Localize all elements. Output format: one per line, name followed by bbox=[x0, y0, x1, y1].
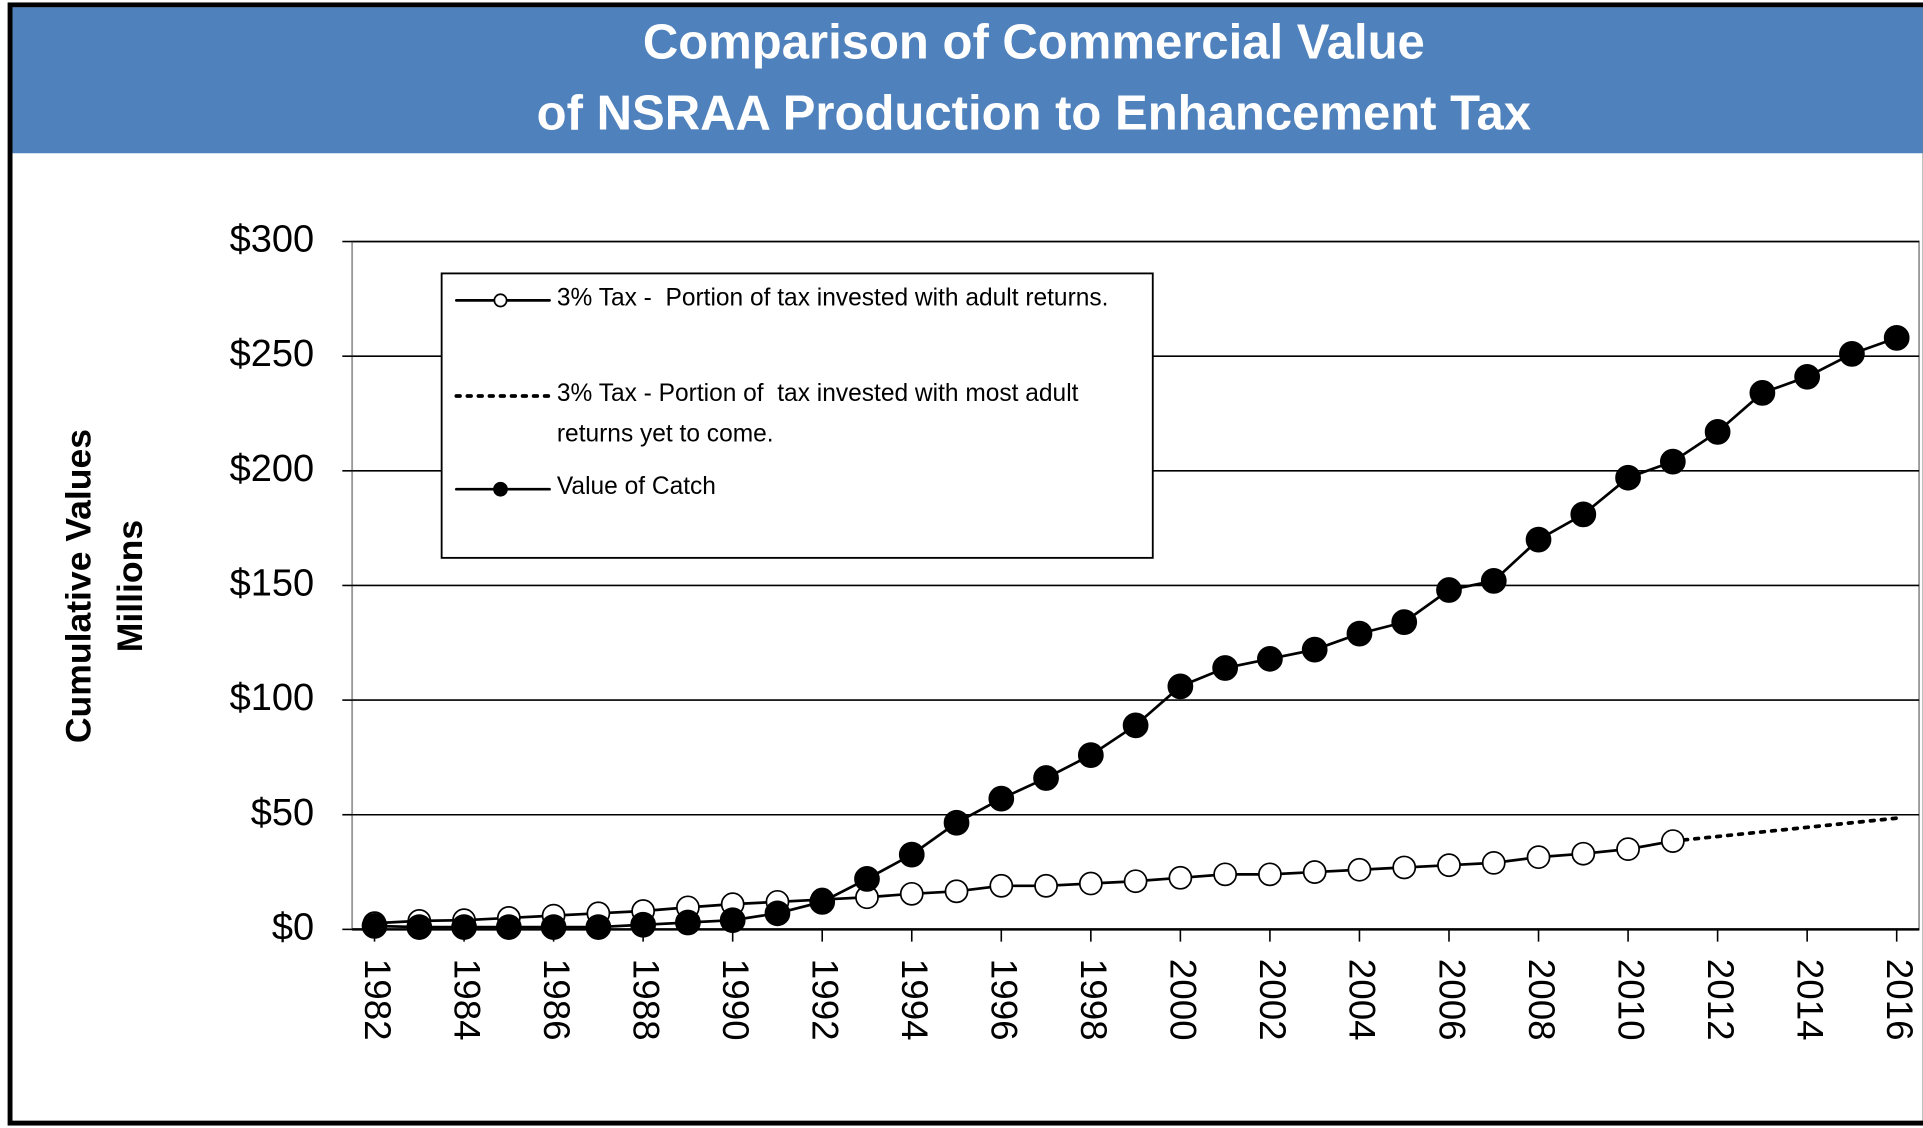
chart-title: of NSRAA Production to Enhancement Tax bbox=[537, 86, 1531, 140]
marker bbox=[1794, 363, 1821, 390]
marker bbox=[585, 914, 612, 940]
marker bbox=[988, 785, 1015, 812]
frame bbox=[7, 2, 1923, 1126]
marker bbox=[989, 873, 1014, 898]
marker bbox=[1436, 577, 1462, 603]
marker bbox=[1034, 873, 1058, 898]
x-tick-label: 2008 bbox=[1521, 959, 1562, 1041]
title-band bbox=[12, 7, 1923, 154]
marker bbox=[493, 481, 508, 497]
marker bbox=[1258, 862, 1282, 887]
marker bbox=[1704, 418, 1731, 445]
marker bbox=[1033, 765, 1059, 791]
marker bbox=[1570, 501, 1597, 528]
marker bbox=[1391, 609, 1418, 636]
marker bbox=[719, 907, 746, 934]
marker bbox=[1437, 853, 1461, 878]
marker bbox=[943, 809, 970, 836]
marker bbox=[540, 914, 567, 940]
marker bbox=[1525, 526, 1552, 553]
marker bbox=[1302, 860, 1327, 884]
y-tick-label: $0 bbox=[272, 906, 314, 948]
y-tick-label: $250 bbox=[230, 333, 315, 375]
marker bbox=[944, 879, 969, 904]
marker bbox=[1167, 673, 1194, 700]
series-line bbox=[1670, 816, 1899, 843]
marker bbox=[899, 881, 924, 906]
x-tick-label: 1988 bbox=[625, 959, 666, 1041]
marker bbox=[1168, 865, 1193, 890]
x-tick-label: 1982 bbox=[357, 959, 398, 1041]
marker bbox=[1480, 567, 1507, 594]
marker bbox=[1571, 841, 1596, 866]
marker bbox=[1659, 448, 1686, 475]
marker bbox=[451, 914, 477, 940]
marker bbox=[1615, 464, 1641, 491]
x-tick-label: 1984 bbox=[446, 959, 487, 1041]
marker bbox=[1346, 620, 1373, 647]
legend-entry: Value of Catch bbox=[556, 473, 716, 501]
x-tick-label: 1992 bbox=[804, 959, 845, 1041]
y-tick-label: $150 bbox=[230, 562, 315, 604]
marker bbox=[1526, 845, 1551, 870]
legend-label: 3% Tax - Portion of tax invested with ad… bbox=[556, 284, 1109, 312]
marker bbox=[1301, 636, 1328, 663]
marker bbox=[1347, 857, 1372, 882]
x-tick-label: 2010 bbox=[1610, 959, 1651, 1041]
marker bbox=[1213, 862, 1238, 887]
y-tick-label: $100 bbox=[230, 677, 315, 719]
marker bbox=[1481, 850, 1506, 875]
marker bbox=[630, 911, 657, 938]
marker bbox=[1078, 871, 1103, 896]
marker bbox=[361, 913, 388, 939]
y-tick-label: $50 bbox=[251, 792, 314, 834]
x-tick-label: 2002 bbox=[1252, 959, 1293, 1041]
x-tick-label: 1986 bbox=[536, 959, 577, 1041]
marker bbox=[1883, 324, 1910, 351]
marker bbox=[854, 866, 880, 892]
y-tick-label: $200 bbox=[230, 448, 315, 490]
marker bbox=[493, 293, 508, 308]
marker bbox=[1392, 855, 1417, 880]
legend-entry: 3% Tax - Portion of tax invested with ad… bbox=[556, 284, 1109, 312]
marker bbox=[1212, 655, 1239, 681]
marker bbox=[809, 888, 836, 915]
legend bbox=[440, 272, 1154, 559]
y-axis-label: Cumulative Values bbox=[59, 429, 99, 743]
marker bbox=[898, 841, 925, 868]
y-tick-label: $300 bbox=[230, 219, 315, 261]
x-tick-label: 2006 bbox=[1431, 959, 1472, 1041]
x-tick-label: 2004 bbox=[1342, 959, 1383, 1041]
legend-label: Value of Catch bbox=[556, 473, 716, 501]
marker bbox=[1749, 379, 1776, 406]
legend-entry: 3% Tax - Portion of tax invested with mo… bbox=[556, 380, 1086, 448]
x-tick-label: 2014 bbox=[1789, 959, 1830, 1041]
marker bbox=[406, 914, 433, 940]
x-tick-label: 1996 bbox=[984, 959, 1025, 1041]
x-tick-label: 1990 bbox=[715, 959, 756, 1041]
marker bbox=[1839, 341, 1865, 367]
marker bbox=[1077, 742, 1104, 768]
marker bbox=[495, 914, 522, 940]
marker bbox=[764, 900, 791, 927]
x-tick-label: 2000 bbox=[1163, 959, 1204, 1041]
x-tick-label: 1994 bbox=[894, 959, 935, 1041]
y-axis-label: Millions bbox=[110, 520, 150, 652]
marker bbox=[675, 909, 701, 936]
marker bbox=[1257, 645, 1283, 672]
marker bbox=[1122, 712, 1149, 739]
legend-label: 3% Tax - Portion of tax invested with mo… bbox=[556, 380, 1086, 448]
chart-title: Comparison of Commercial Value bbox=[643, 15, 1425, 69]
x-tick-label: 2012 bbox=[1700, 959, 1741, 1041]
marker bbox=[1123, 869, 1148, 894]
marker bbox=[1660, 829, 1685, 853]
x-tick-label: 1998 bbox=[1073, 959, 1114, 1041]
marker bbox=[1616, 837, 1640, 862]
x-tick-label: 2016 bbox=[1879, 959, 1920, 1041]
